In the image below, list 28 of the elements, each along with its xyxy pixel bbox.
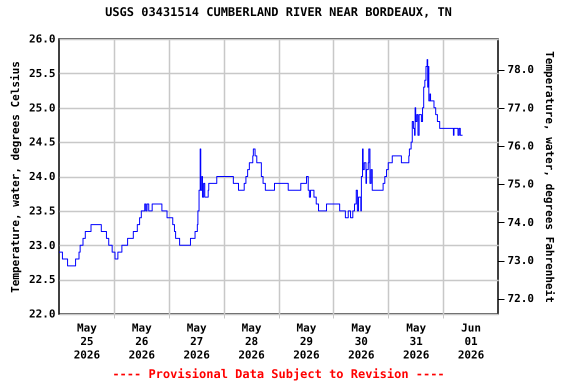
y2-tick-label: 76.0 <box>508 139 534 152</box>
chart-title: USGS 03431514 CUMBERLAND RIVER NEAR BORDEAUX, TN <box>105 5 452 19</box>
y-tick-label: 23.5 <box>29 204 56 218</box>
y-axis-title: Temperature, water, degrees Celsius <box>9 61 22 293</box>
x-tick-label: May 26 2026 <box>128 322 156 362</box>
y2-axis-title: Temperature, water, degrees Fahrenheit <box>542 51 556 303</box>
y-tick-label: 26.0 <box>29 32 56 46</box>
y-tick-label: 23.0 <box>29 238 56 252</box>
y2-tick-label: 75.0 <box>508 178 534 191</box>
y2-tick-label: 77.0 <box>508 101 534 114</box>
x-tick-label: May 25 2026 <box>74 322 101 362</box>
y-tick-label: 22.5 <box>29 273 56 286</box>
y2-tick-label: 73.0 <box>508 254 534 268</box>
y-tick-label: 25.0 <box>29 101 56 114</box>
y-tick-label: 25.5 <box>29 66 56 80</box>
x-tick-label: May 28 2026 <box>238 322 266 362</box>
y2-tick-label: 72.0 <box>508 292 534 306</box>
y-tick-label: 24.0 <box>29 170 56 183</box>
y2-tick-label: 74.0 <box>508 216 534 229</box>
y-tick-label: 24.5 <box>29 136 56 149</box>
x-tick-label: May 29 2026 <box>293 322 320 362</box>
x-tick-label: May 27 2026 <box>183 322 210 362</box>
y-tick-label: 22.0 <box>29 308 56 320</box>
y2-tick-label: 78.0 <box>508 63 534 76</box>
x-tick-label: May 31 2026 <box>402 322 430 362</box>
x-tick-label: May 30 2026 <box>348 322 375 362</box>
x-tick-label: Jun 01 2026 <box>458 322 485 362</box>
text: ---- Provisional Data Subject to Revision ---- <box>111 367 446 381</box>
